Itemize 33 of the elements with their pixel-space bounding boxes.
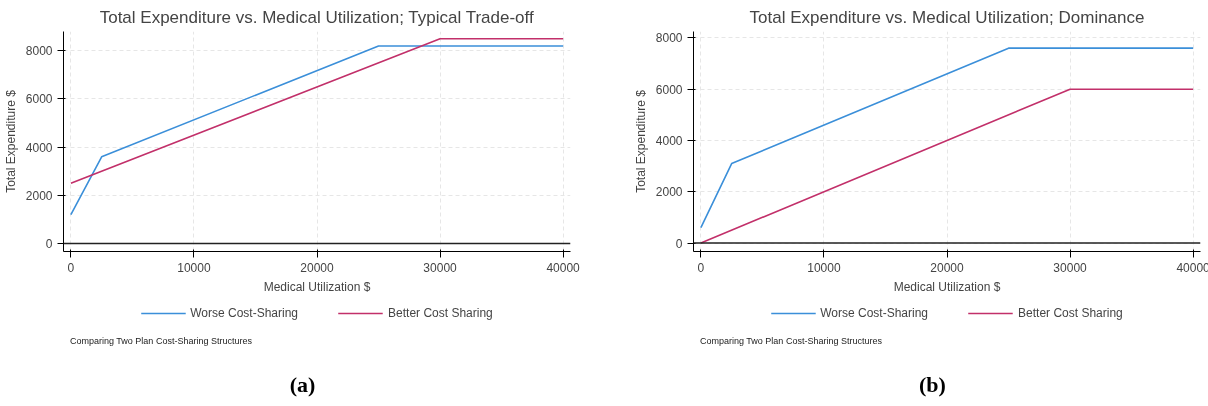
y-tick-label: 8000 <box>25 44 53 59</box>
y-tick-label: 8000 <box>655 31 683 46</box>
y-tick-label: 6000 <box>655 82 683 97</box>
x-tick-label: 30000 <box>1053 260 1088 275</box>
y-tick-label: 0 <box>45 237 53 252</box>
legend-label: Worse Cost-Sharing <box>820 306 929 320</box>
y-tick-label: 2000 <box>655 185 683 200</box>
text: Comparing Two Plan Cost-Sharing Structures <box>700 335 882 348</box>
legend-label: Better Cost Sharing <box>1018 306 1123 320</box>
text: Comparing Two Plan Cost-Sharing Structures <box>70 335 252 348</box>
x-axis-title: Medical Utilization $ <box>263 279 371 294</box>
y-tick-label: 0 <box>675 236 683 251</box>
chart-title: Total Expenditure vs. Medical Utilization; Typical Trade-off <box>99 7 534 27</box>
y-tick-label: 4000 <box>25 140 53 155</box>
chart-title: Total Expenditure vs. Medical Utilization; Dominance <box>749 7 1145 27</box>
text: (a) <box>289 371 316 399</box>
y-tick-label: 6000 <box>25 92 53 107</box>
x-tick-label: 0 <box>697 260 705 275</box>
text: (b) <box>919 371 946 399</box>
y-axis-title: Total Expenditure $ <box>633 89 648 193</box>
y-tick-label: 2000 <box>25 188 53 203</box>
x-axis-title: Medical Utilization $ <box>893 279 1001 294</box>
x-tick-label: 10000 <box>177 260 211 275</box>
legend-label: Worse Cost-Sharing <box>190 306 299 320</box>
x-tick-label: 30000 <box>423 260 458 275</box>
x-tick-label: 20000 <box>300 260 335 275</box>
x-tick-label: 0 <box>67 260 75 275</box>
x-tick-label: 40000 <box>546 260 581 275</box>
y-axis-title: Total Expenditure $ <box>3 89 18 193</box>
x-tick-label: 10000 <box>807 260 841 275</box>
x-tick-label: 20000 <box>930 260 965 275</box>
legend-label: Better Cost Sharing <box>388 306 493 320</box>
y-tick-label: 4000 <box>655 133 683 148</box>
